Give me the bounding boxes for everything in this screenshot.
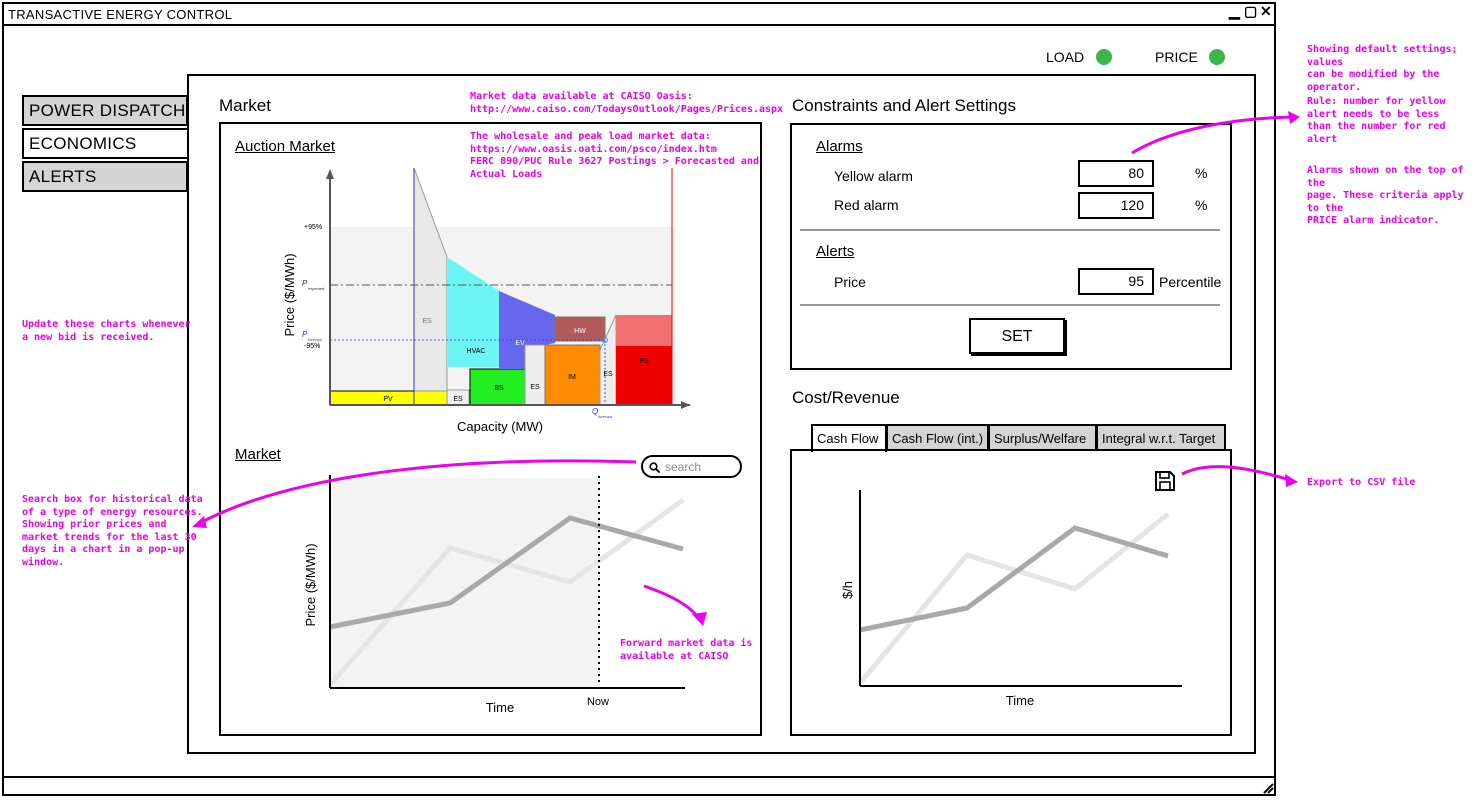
block-ps-label: PS	[639, 358, 649, 365]
market-trend-chart: Price ($/MWh) Time Now	[303, 475, 685, 715]
alarms-title: Alarms	[816, 138, 863, 155]
note-export: Export to CSV file	[1307, 477, 1416, 488]
series-dark	[859, 525, 1169, 633]
note-rule: Rule: number for yellow alert needs to be…	[1307, 96, 1446, 145]
tick-p-forecast: P	[302, 330, 308, 339]
block-ev-label: EV	[515, 340, 525, 347]
market-x-label: Time	[486, 700, 514, 715]
cost-chart-box	[790, 449, 1232, 736]
block-bs-label: BS	[494, 385, 504, 392]
red-alarm-unit: %	[1195, 197, 1208, 213]
minimize-icon[interactable]: ▁	[1229, 3, 1240, 19]
price-alert-label: Price	[834, 274, 866, 290]
price-alert-input[interactable]: 95	[1078, 268, 1154, 295]
cost-revenue-title: Cost/Revenue	[792, 388, 900, 407]
status-bar-divider	[2, 776, 1276, 778]
market-section-title: Market	[219, 96, 271, 115]
series-dark	[329, 515, 684, 630]
auction-y-label: Price ($/MWh)	[282, 253, 297, 336]
price-indicator-label: PRICE	[1155, 49, 1198, 65]
resize-grip-icon[interactable]	[1262, 782, 1274, 794]
search-icon	[649, 462, 660, 473]
app-window	[2, 2, 1276, 796]
auction-x-label: Capacity (MW)	[457, 419, 543, 434]
close-icon[interactable]: ✕	[1260, 3, 1272, 19]
block-ps	[616, 346, 672, 405]
constraints-title: Constraints and Alert Settings	[792, 96, 1016, 115]
block-hvac-label: HVAC	[467, 348, 486, 355]
note-caiso: Market data available at CAISO Oasis: htt…	[470, 91, 784, 115]
market-chart-title: Market	[235, 446, 281, 463]
block-es-1-label: ES	[422, 318, 432, 325]
note-alarms: Alarms shown on the top of the page. Thes…	[1307, 165, 1464, 226]
block-es-2-label: ES	[453, 396, 463, 403]
series-light	[858, 512, 1170, 685]
yellow-alarm-input[interactable]: 80	[1078, 160, 1154, 187]
tick-q-forecast: Q	[592, 407, 598, 416]
market-box	[219, 122, 762, 736]
cost-y-label: $/h	[840, 581, 855, 599]
market-y-label: Price ($/MWh)	[303, 543, 318, 626]
alerts-title: Alerts	[816, 243, 855, 260]
floppy-disk-icon[interactable]	[1154, 470, 1176, 492]
now-label: Now	[587, 696, 609, 708]
nav-economics[interactable]: ECONOMICS	[22, 128, 188, 159]
note-default: Showing default settings; values can be m…	[1307, 44, 1458, 93]
note-oasis: The wholesale and peak load market data:…	[470, 131, 759, 180]
red-alarm-label: Red alarm	[834, 197, 899, 213]
block-hw	[554, 316, 606, 342]
block-es-3	[524, 344, 546, 406]
nav-power-dispatch[interactable]: POWER DISPATCH	[22, 95, 188, 126]
divider	[800, 304, 1220, 306]
tab-surplus-welfare[interactable]: Surplus/Welfare	[988, 424, 1097, 450]
auction-market-chart: PV ES ES HVAC BS EV ES IM HW ES PS +95% …	[282, 167, 690, 434]
block-hw-label: HW	[574, 328, 586, 335]
tick-plus95: +95%	[304, 224, 322, 231]
history-background	[330, 478, 600, 688]
note-forward: Forward market data is available at CAISO	[620, 638, 753, 662]
forecast-point	[602, 337, 608, 343]
note-search: Search box for historical data of a type …	[22, 494, 203, 568]
cash-flow-chart: $/h Time	[840, 490, 1182, 708]
block-es-1	[413, 167, 448, 392]
tab-cash-flow-int[interactable]: Cash Flow (int.)	[886, 424, 989, 450]
tick-p-forecast-sub: forecast	[308, 337, 323, 342]
block-ps-upper	[616, 315, 672, 346]
yellow-alarm-label: Yellow alarm	[834, 168, 913, 184]
block-im	[544, 344, 601, 406]
tick-p-expected: P	[302, 279, 308, 288]
block-pv-label: PV	[383, 396, 393, 403]
set-button[interactable]: SET	[969, 318, 1065, 354]
note-update: Update these charts whenever a new bid is…	[22, 319, 191, 343]
price-indicator-dot	[1209, 49, 1225, 65]
search-placeholder: search	[665, 460, 702, 474]
title-bar: TRANSACTIVE ENERGY CONTROL	[2, 2, 1276, 26]
price-alert-unit: Percentile	[1159, 274, 1222, 290]
load-indicator-label: LOAD	[1046, 49, 1085, 65]
tab-integral-target[interactable]: Integral w.r.t. Target	[1096, 424, 1226, 450]
tab-cash-flow[interactable]: Cash Flow	[811, 424, 887, 452]
nav-alerts[interactable]: ALERTS	[22, 161, 188, 192]
tick-q-forecast-sub: forecast	[598, 414, 613, 419]
red-alarm-input[interactable]: 120	[1078, 192, 1154, 219]
load-indicator-dot	[1096, 49, 1112, 65]
block-es-4-label: ES	[603, 371, 613, 378]
maximize-icon[interactable]: ▢	[1244, 3, 1258, 19]
search-input[interactable]: search	[641, 455, 742, 478]
block-im-label: IM	[568, 374, 576, 381]
tick-minus95: -95%	[304, 343, 320, 350]
block-es-3-label: ES	[530, 384, 540, 391]
constraints-box	[790, 123, 1232, 370]
window-title: TRANSACTIVE ENERGY CONTROL	[8, 7, 233, 22]
tick-p-expected-sub: expected	[308, 286, 325, 291]
divider	[800, 229, 1220, 231]
yellow-alarm-unit: %	[1195, 165, 1208, 181]
auction-market-title: Auction Market	[235, 138, 336, 155]
cost-x-label: Time	[1006, 693, 1034, 708]
economics-panel	[187, 74, 1256, 754]
